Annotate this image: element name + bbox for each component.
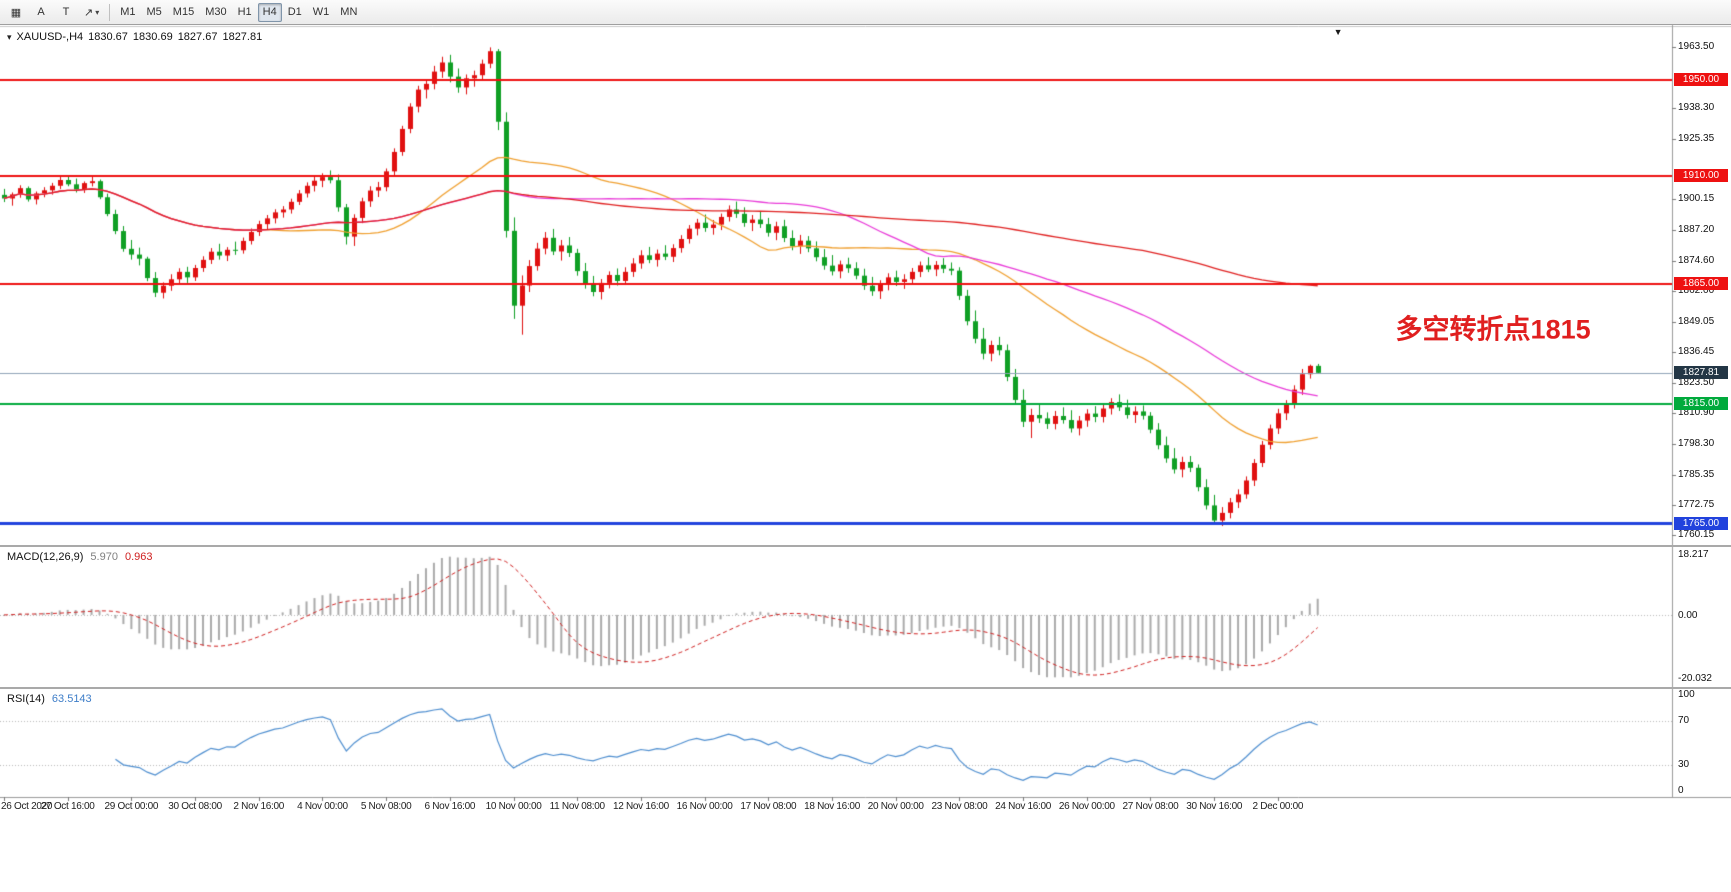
time-axis-label: 10 Nov 00:00 <box>485 801 542 812</box>
time-axis-label: 17 Nov 08:00 <box>740 801 797 812</box>
price-tick-label: 1849.05 <box>1678 315 1715 327</box>
time-axis-label: 27 Oct 16:00 <box>40 801 95 812</box>
timeframe-button-w1[interactable]: W1 <box>312 6 330 18</box>
draw-tools-menu-button[interactable]: ↗ ▾ <box>84 6 100 19</box>
chart-shift-marker-icon[interactable]: ▼ <box>1333 27 1343 37</box>
timeframe-button-m5[interactable]: M5 <box>146 6 162 18</box>
time-axis-label: 27 Nov 08:00 <box>1122 801 1179 812</box>
timeframe-button-m15[interactable]: M15 <box>172 6 195 18</box>
price-tick-label: 1772.75 <box>1678 498 1715 510</box>
rsi-indicator-label: RSI(14) 63.5143 <box>7 693 92 705</box>
time-axis-label: 2 Nov 16:00 <box>233 801 285 812</box>
text-tool-button[interactable]: T <box>62 6 70 18</box>
toolbar-tool-buttons: ▦ A T ↗ ▾ <box>4 3 104 22</box>
timeframe-button-m30[interactable]: M30 <box>205 6 227 18</box>
macd-signal-value: 0.963 <box>124 551 153 563</box>
candle-high-value: 1830.69 <box>132 31 173 43</box>
candle-close-value: 1827.81 <box>222 31 263 43</box>
time-axis-label: 24 Nov 16:00 <box>995 801 1052 812</box>
time-axis-label: 20 Nov 00:00 <box>867 801 924 812</box>
price-level-box-1950.00: 1950.00 <box>1674 73 1728 87</box>
price-tick-label: 1760.15 <box>1678 529 1715 541</box>
price-tick-label: 1938.30 <box>1678 101 1715 113</box>
price-axis[interactable]: 1963.50 1938.30 1925.35 1900.15 1887.20 1874.… <box>1673 25 1731 800</box>
price-level-box-1815.00: 1815.00 <box>1674 397 1728 410</box>
price-level-box-1765.00: 1765.00 <box>1674 516 1728 530</box>
time-axis-label: 26 Oct 2020 <box>1 801 53 812</box>
rsi-name: RSI(14) <box>7 693 45 705</box>
symbol-dropdown-icon[interactable]: ▾ <box>7 31 12 42</box>
price-tick-label: 1874.60 <box>1678 254 1715 266</box>
timeframe-button-m1[interactable]: M1 <box>120 6 136 18</box>
price-tick-label: 1862.00 <box>1678 284 1715 296</box>
time-axis[interactable]: 26 Oct 2020 27 Oct 16:00 29 Oct 00:00 30 Oc… <box>0 800 1672 815</box>
time-axis-label: 16 Nov 00:00 <box>676 801 733 812</box>
price-level-box-1910.00: 1910.00 <box>1674 169 1728 183</box>
time-axis-label: 23 Nov 08:00 <box>931 801 988 812</box>
macd-indicator-label: MACD(12,26,9) 5.970 0.963 <box>7 551 152 563</box>
macd-scale-zero: 0.00 <box>1678 609 1698 621</box>
price-tick-label: 1785.35 <box>1678 468 1715 480</box>
time-axis-label: 30 Nov 16:00 <box>1186 801 1243 812</box>
annotation-text: 多空转折点1815 <box>1395 314 1591 345</box>
time-axis-label: 2 Dec 00:00 <box>1252 801 1304 812</box>
rsi-scale-label: 0 <box>1678 785 1684 796</box>
price-tick-label: 1963.50 <box>1678 41 1715 53</box>
chart-toolbar: ▦ A T ↗ ▾ M1 M5 M15 M30 H1 H4 D1 W1 MN <box>0 0 1731 25</box>
price-tick-label: 1887.20 <box>1678 224 1715 236</box>
dropdown-caret-icon: ▾ <box>95 7 100 17</box>
price-tick-label: 1798.30 <box>1678 437 1715 449</box>
price-tick-label: 1810.90 <box>1678 407 1715 419</box>
toolbar-separator <box>109 3 111 21</box>
candle-open-value: 1830.67 <box>88 31 128 43</box>
macd-name: MACD(12,26,9) <box>7 551 84 563</box>
rsi-scale-label: 70 <box>1678 715 1690 727</box>
rsi-value: 63.5143 <box>51 693 92 705</box>
charts-grid-icon[interactable]: ▦ <box>10 6 22 19</box>
timeframe-button-h4[interactable]: H4 <box>257 2 282 22</box>
price-level-box-1827.81: 1827.81 <box>1674 366 1728 380</box>
time-axis-label: 5 Nov 08:00 <box>360 801 412 812</box>
time-axis-label: 29 Oct 00:00 <box>104 801 159 812</box>
time-axis-label: 18 Nov 16:00 <box>804 801 860 812</box>
macd-scale-max: 18.217 <box>1678 549 1709 560</box>
time-axis-label: 26 Nov 00:00 <box>1058 801 1115 812</box>
timeframe-buttons: M1 M5 M15 M30 H1 H4 D1 W1 MN <box>115 2 362 22</box>
price-level-box-1865.00: 1865.00 <box>1674 277 1728 291</box>
price-tick-label: 1836.45 <box>1678 346 1715 358</box>
time-axis-label: 12 Nov 16:00 <box>612 801 669 812</box>
pane-separator-rsi[interactable] <box>0 687 1731 689</box>
rsi-scale-label: 30 <box>1678 758 1690 770</box>
price-tick-label: 1823.50 <box>1678 377 1715 389</box>
timeframe-button-h1[interactable]: H1 <box>237 6 252 18</box>
time-axis-label: 30 Oct 08:00 <box>168 801 222 812</box>
price-tick-label: 1925.35 <box>1678 132 1715 144</box>
time-axis-label: 6 Nov 16:00 <box>424 801 476 812</box>
chart-symbol-timeframe: XAUUSD-,H4 <box>16 31 84 43</box>
time-axis-label: 4 Nov 00:00 <box>297 801 348 812</box>
timeframe-button-mn[interactable]: MN <box>340 6 358 18</box>
time-axis-label: 11 Nov 08:00 <box>549 801 605 812</box>
rsi-scale-label: 100 <box>1678 689 1695 700</box>
macd-scale-min: -20.032 <box>1678 673 1712 684</box>
price-tick-label: 1900.15 <box>1678 193 1715 205</box>
pane-separator-macd[interactable] <box>0 545 1731 547</box>
macd-main-value: 5.970 <box>90 551 118 563</box>
timeframe-button-d1[interactable]: D1 <box>287 6 302 18</box>
chart-title: ▾ XAUUSD-,H4 1830.67 1830.69 1827.67 182… <box>7 31 262 43</box>
cursor-tool-button[interactable]: A <box>37 6 45 18</box>
candle-low-value: 1827.67 <box>177 31 218 43</box>
